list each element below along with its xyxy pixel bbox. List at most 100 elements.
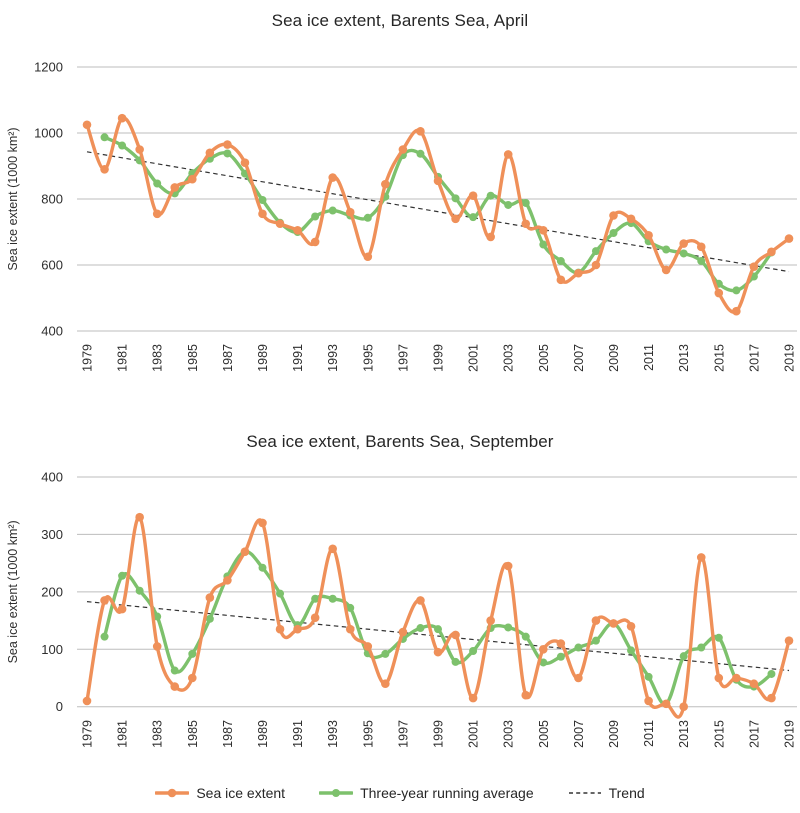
sea-ice-point — [240, 158, 250, 167]
legend-label-trend: Trend — [608, 785, 645, 801]
x-tick-label: 1993 — [326, 720, 340, 748]
x-tick-label: 2003 — [502, 344, 516, 372]
running-average-point — [539, 658, 548, 667]
sea-ice-point — [696, 242, 706, 252]
running-average-point — [258, 195, 267, 204]
sea-ice-point — [328, 544, 338, 554]
sea-ice-point — [591, 260, 601, 270]
sea-ice-point — [451, 630, 460, 640]
sea-ice-point — [100, 165, 109, 174]
sea-ice-point — [679, 702, 688, 711]
x-tick-label: 1985 — [186, 720, 200, 748]
sea-ice-point — [188, 174, 197, 184]
sea-ice-point — [152, 642, 162, 651]
sea-ice-point — [591, 616, 601, 625]
running-average-point — [591, 636, 600, 645]
x-tick-label: 1997 — [396, 720, 410, 748]
x-tick-label: 1981 — [116, 720, 130, 748]
sea-ice-point — [416, 596, 425, 605]
x-tick-labels: 1979 1981 1983 1985 1987 1989 1991 1993 1995 1997… — [81, 344, 797, 372]
y-axis-title: Sea ice extent (1000 km²) — [6, 520, 20, 663]
y-tick-label: 800 — [41, 192, 63, 207]
sea-ice-point — [82, 120, 92, 130]
sea-ice-point — [661, 265, 671, 275]
trend-line — [86, 601, 790, 672]
running-average-point — [767, 669, 776, 678]
sea-ice-point — [609, 211, 618, 220]
sea-ice-point — [188, 673, 197, 683]
x-tick-label: 1987 — [221, 344, 235, 372]
running-average-point — [556, 257, 565, 266]
x-tick-label: 2015 — [712, 344, 726, 372]
y-tick-label: 400 — [41, 324, 63, 339]
sea-ice-point — [310, 613, 320, 622]
sea-ice-point — [258, 209, 267, 219]
sea-ice-point — [310, 237, 320, 247]
y-tick-label: 1200 — [34, 60, 63, 75]
x-tick-labels: 1979 1981 1983 1985 1987 1989 1991 1993 1995 1997… — [81, 720, 797, 748]
running-average-point — [451, 194, 460, 203]
x-tick-label: 2007 — [572, 720, 586, 748]
y-tick-label: 400 — [41, 470, 63, 485]
sea-ice-point — [539, 226, 548, 235]
running-average-point — [574, 643, 583, 652]
running-average-point — [135, 586, 144, 595]
running-average-point — [258, 563, 267, 572]
running-average-point — [153, 179, 162, 188]
running-average-point — [556, 652, 565, 661]
sea-ice-point — [714, 673, 724, 683]
running-average-point — [118, 141, 127, 150]
sea-ice-point — [135, 512, 144, 522]
x-tick-label: 1979 — [81, 720, 95, 748]
x-tick-label: 1995 — [361, 344, 375, 372]
x-tick-label: 1999 — [432, 344, 446, 372]
september-chart-canvas: 0 100 200 300 400 Sea ice extent (1000 km²) 19… — [6, 470, 797, 748]
sea-ice-point — [398, 145, 408, 154]
x-tick-label: 1985 — [186, 344, 200, 372]
sea-ice-point — [574, 268, 583, 278]
x-tick-label: 2011 — [642, 344, 656, 371]
running-average-point — [381, 649, 390, 658]
x-tick-label: 1981 — [116, 344, 130, 372]
x-tick-label: 2017 — [747, 720, 761, 748]
legend-label-sea-ice: Sea ice extent — [196, 785, 286, 801]
sea-ice-point — [135, 145, 144, 154]
x-tick-label: 2017 — [747, 344, 761, 372]
x-tick-label: 1995 — [361, 720, 375, 748]
x-tick-label: 2003 — [502, 720, 516, 748]
running-average-point — [416, 624, 425, 633]
running-average-point — [679, 652, 688, 661]
running-average-point — [697, 643, 706, 652]
sea-ice-point — [486, 232, 495, 242]
running-average-point — [205, 614, 214, 623]
sea-ice-point — [205, 148, 215, 158]
sea-ice-line-dot-icon — [155, 788, 190, 798]
x-tick-label: 1991 — [291, 344, 305, 372]
running-average-point — [504, 623, 513, 632]
sea-ice-point — [100, 596, 109, 605]
x-tick-label: 2009 — [607, 720, 621, 748]
x-tick-label: 1997 — [396, 344, 410, 372]
september-chart-title: Sea ice extent, Barents Sea, September — [246, 432, 554, 451]
running-average-point — [434, 625, 442, 634]
sea-ice-point — [275, 219, 285, 229]
sea-ice-point — [556, 639, 566, 648]
y-axis-title: Sea ice extent (1000 km²) — [6, 127, 20, 270]
sea-ice-point — [644, 696, 653, 706]
sea-ice-point — [345, 207, 355, 217]
sea-ice-point — [433, 176, 443, 186]
x-tick-label: 2001 — [467, 344, 481, 372]
sea-ice-point — [381, 179, 390, 189]
running-average-point — [644, 672, 653, 681]
sea-ice-point — [468, 693, 478, 703]
sea-ice-point — [381, 679, 390, 689]
running-average-point — [451, 657, 460, 666]
sea-ice-point — [503, 561, 513, 571]
sea-ice-point — [732, 673, 741, 683]
x-tick-label: 2013 — [677, 720, 691, 748]
sea-ice-point — [363, 642, 373, 651]
x-tick-label: 1989 — [256, 344, 270, 372]
running-average-point — [223, 149, 232, 158]
sea-ice-point — [767, 693, 776, 703]
